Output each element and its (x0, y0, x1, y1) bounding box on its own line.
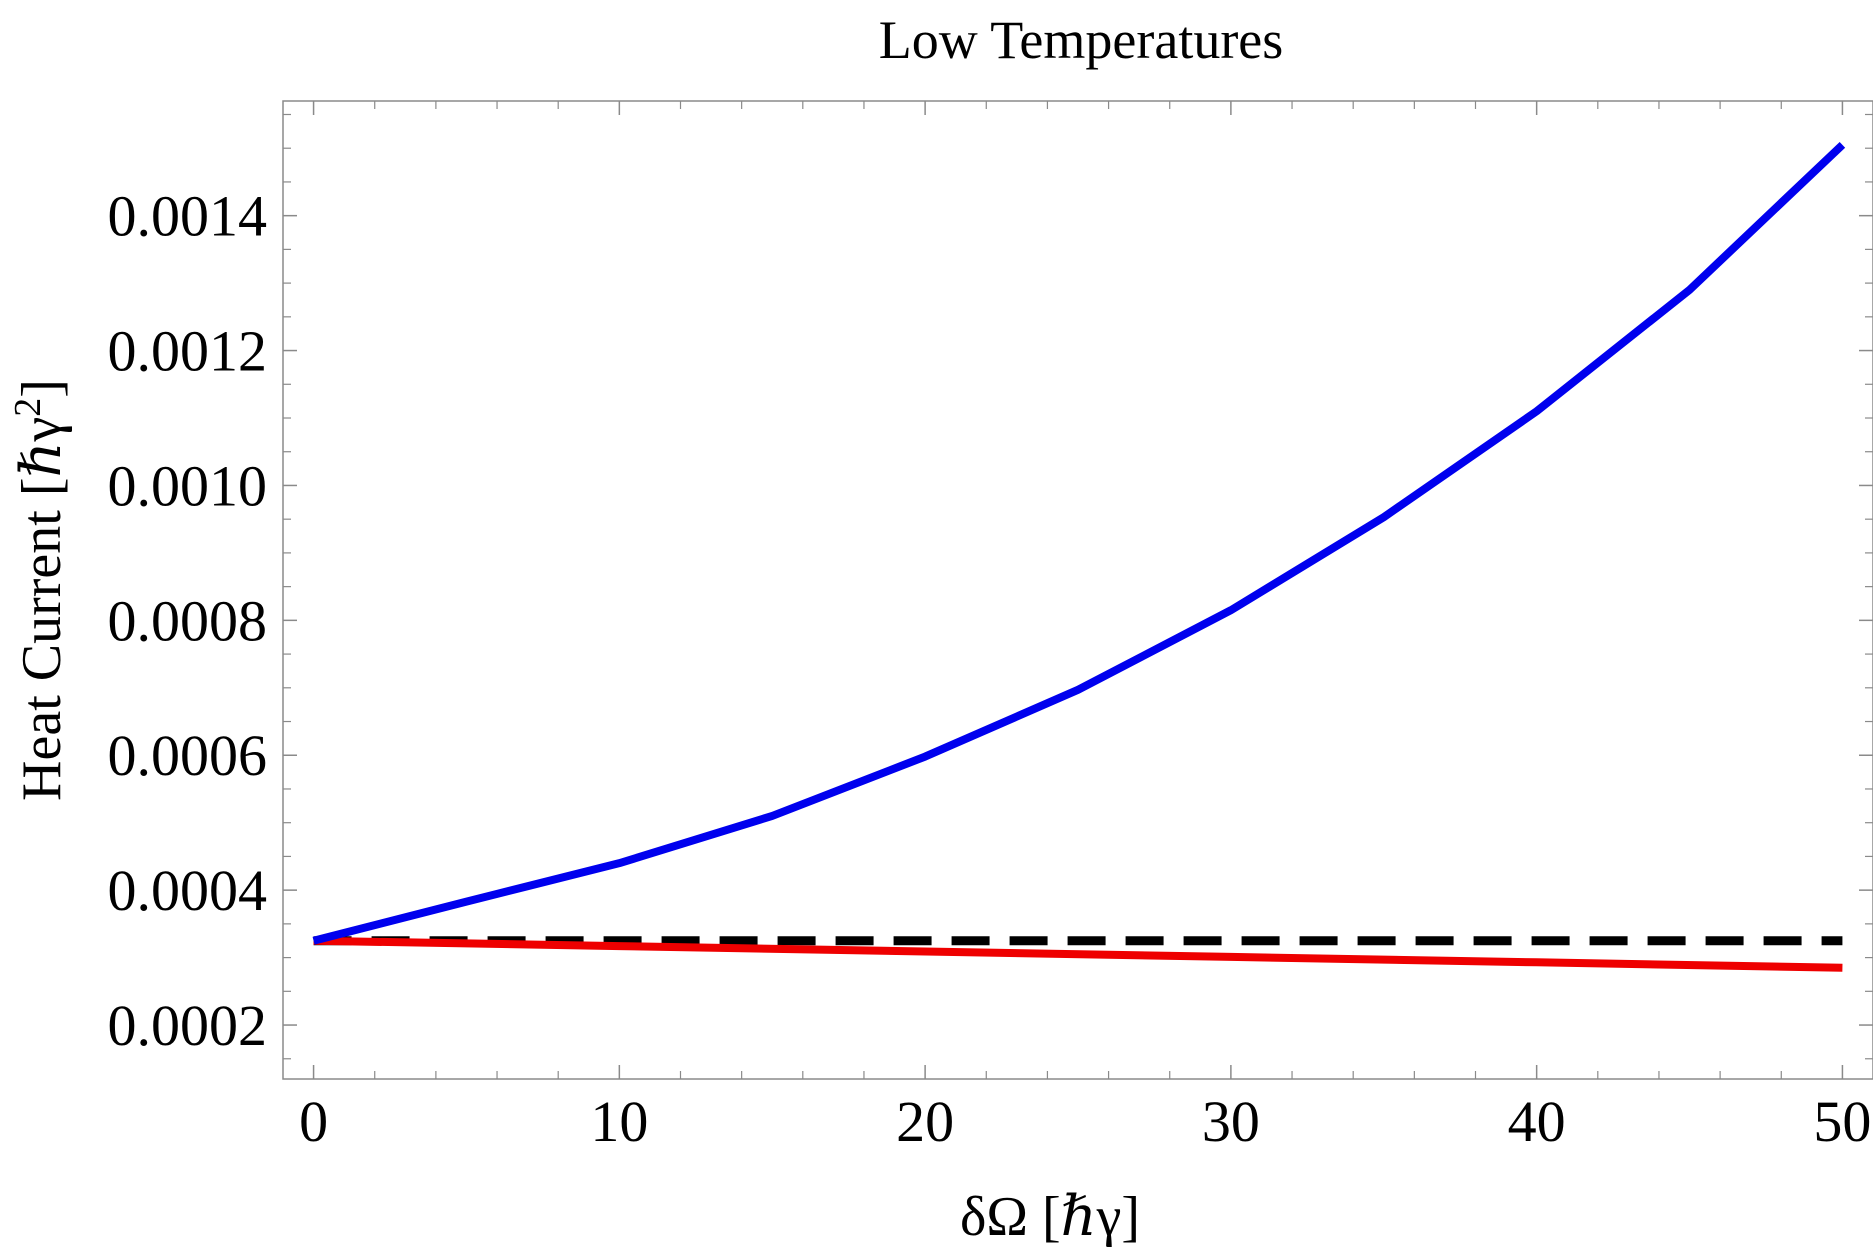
y-tick-label: 0.0010 (108, 453, 268, 518)
x-tick-labels: 0 10 20 30 40 50 (299, 1089, 1871, 1154)
x-tick-label: 0 (299, 1089, 328, 1154)
y-minor-ticks (283, 113, 1873, 1060)
x-tick-label: 20 (896, 1089, 954, 1154)
plot-frame (282, 100, 1873, 1080)
y-tick-label: 0.0008 (108, 588, 268, 653)
y-axis-label-base: Heat Current [ℏγ (11, 417, 73, 801)
y-major-ticks (283, 214, 1873, 1026)
y-axis-label-close: ] (11, 379, 73, 398)
series-layer (312, 141, 1846, 972)
y-tick-label: 0.0006 (108, 723, 268, 788)
y-tick-labels: 0.0002 0.0004 0.0006 0.0008 0.0010 0.0012 0.00… (108, 184, 268, 1058)
y-axis-label: Heat Current [ℏγ2] (7, 379, 73, 801)
series-line-blue-curve (312, 141, 1846, 945)
x-axis-label: δΩ [ℏγ] (960, 1186, 1140, 1248)
x-tick-label: 30 (1202, 1089, 1260, 1154)
x-major-ticks (312, 101, 1844, 1079)
x-minor-ticks (374, 101, 1782, 1079)
chart-title: Low Temperatures (879, 10, 1284, 70)
x-tick-label: 50 (1813, 1089, 1871, 1154)
y-tick-label: 0.0002 (108, 993, 268, 1058)
y-tick-label: 0.0014 (108, 184, 268, 249)
y-tick-label: 0.0004 (108, 858, 268, 923)
series-line-red-curve (313, 936, 1843, 972)
x-tick-label: 10 (590, 1089, 648, 1154)
y-tick-label: 0.0012 (108, 319, 268, 384)
x-tick-label: 40 (1508, 1089, 1566, 1154)
y-axis-label-superscript: 2 (7, 398, 49, 417)
